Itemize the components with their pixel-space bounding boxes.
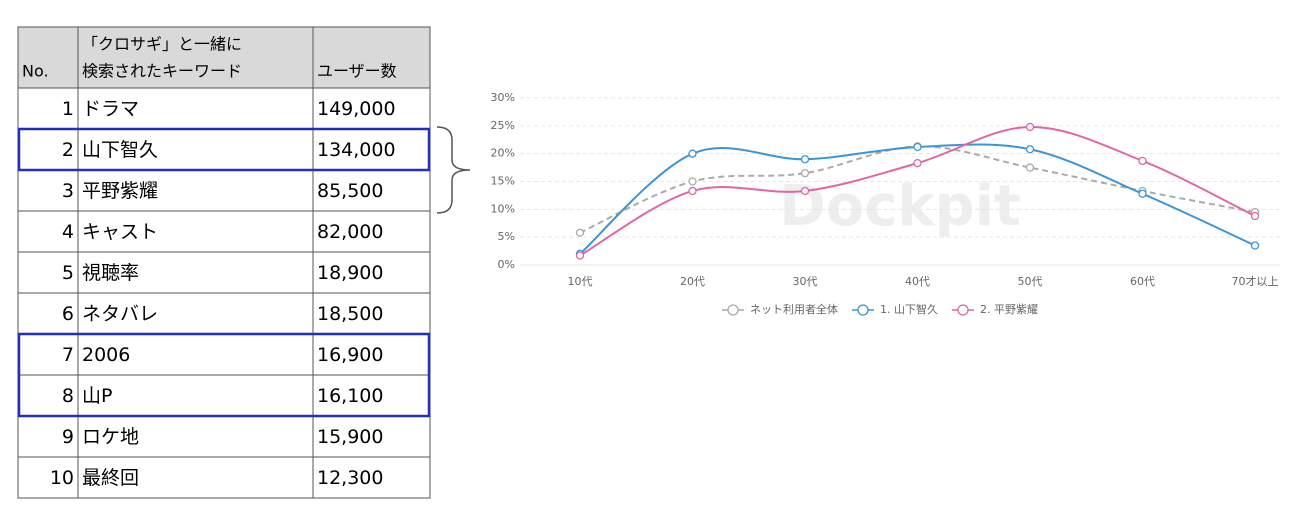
rank-cell: 5 (62, 262, 74, 284)
rank-cell: 6 (62, 303, 74, 325)
legend-label: 2. 平野紫耀 (980, 303, 1038, 316)
x-tick-label: 20代 (680, 275, 705, 288)
keyword-cell: ロケ地 (82, 426, 139, 448)
header-cell: ユーザー数 (317, 62, 397, 81)
header-bg (18, 27, 430, 88)
line-chart: Dockpit 0% 5% 10% 15% 20% 25% 30% 10代 20代 30代 40代 50… (491, 91, 1280, 316)
users-cell: 16,100 (317, 385, 383, 407)
y-tick-label: 15% (491, 175, 515, 188)
x-tick-label: 70才以上 (1232, 274, 1279, 288)
users-cell: 82,000 (317, 221, 383, 243)
data-point (1138, 156, 1147, 166)
users-cell: 85,500 (317, 180, 383, 202)
data-point (575, 228, 585, 237)
data-point (913, 158, 922, 168)
rank-cell: 10 (50, 467, 74, 489)
data-point (1025, 145, 1035, 154)
data-point (800, 186, 810, 196)
rank-cell: 9 (62, 426, 74, 448)
rank-cell: 4 (62, 221, 74, 243)
x-tick-label: 60代 (1130, 275, 1155, 288)
y-tick-label: 25% (491, 119, 515, 132)
data-point (575, 251, 585, 260)
brace (436, 126, 471, 214)
users-cell: 18,900 (317, 262, 383, 284)
data-point (800, 168, 810, 178)
x-tick-label: 30代 (793, 275, 818, 288)
data-point (688, 186, 697, 196)
watermark: Dockpit (779, 174, 1020, 239)
keyword-cell: 視聴率 (82, 262, 139, 284)
data-point (1025, 163, 1035, 172)
x-tick-label: 50代 (1018, 275, 1043, 288)
keyword-cell: 平野紫耀 (82, 180, 158, 202)
y-tick-label: 0% (498, 258, 515, 271)
rank-cell: 2 (62, 139, 74, 161)
users-cell: 134,000 (317, 139, 396, 161)
rank-cell: 8 (62, 385, 74, 407)
header-cell: No. (22, 62, 49, 81)
y-tick-label: 20% (491, 147, 515, 160)
keyword-cell: 最終回 (82, 467, 139, 489)
keyword-cell: キャスト (82, 221, 158, 243)
data-point (688, 177, 697, 186)
keyword-cell: 山下智久 (82, 139, 158, 161)
y-tick-label: 10% (491, 202, 515, 215)
data-point (688, 149, 697, 158)
rank-cell: 3 (62, 180, 74, 202)
y-tick-label: 30% (491, 91, 515, 104)
data-point (1138, 189, 1147, 198)
users-cell: 18,500 (317, 303, 383, 325)
users-cell: 149,000 (317, 98, 396, 120)
legend-marker (727, 304, 739, 316)
data-point (800, 155, 810, 164)
data-point (1025, 122, 1035, 132)
x-tick-label: 40代 (905, 275, 930, 288)
legend-label: ネット利用者全体 (750, 302, 838, 316)
data-point (1250, 211, 1260, 221)
users-cell: 12,300 (317, 467, 383, 489)
users-cell: 15,900 (317, 426, 383, 448)
rank-cell: 1 (62, 98, 74, 120)
y-tick-label: 5% (498, 230, 515, 243)
highlight-box (17, 332, 431, 418)
users-cell: 16,900 (317, 344, 383, 366)
header-cell: 「クロサギ」と一緒に (82, 35, 242, 54)
highlight-box (17, 127, 431, 172)
keyword-cell: ドラマ (82, 98, 139, 120)
legend-marker (957, 304, 969, 316)
data-point (1250, 241, 1260, 250)
keyword-cell: ネタバレ (82, 303, 158, 325)
keyword-cell: 山P (82, 385, 112, 407)
legend-marker (857, 304, 869, 316)
rank-cell: 7 (62, 344, 74, 366)
legend-label: 1. 山下智久 (880, 302, 938, 316)
data-point (913, 142, 922, 152)
keyword-cell: 2006 (82, 344, 130, 366)
x-tick-label: 10代 (568, 275, 593, 288)
header-cell: 検索されたキーワード (82, 62, 242, 81)
